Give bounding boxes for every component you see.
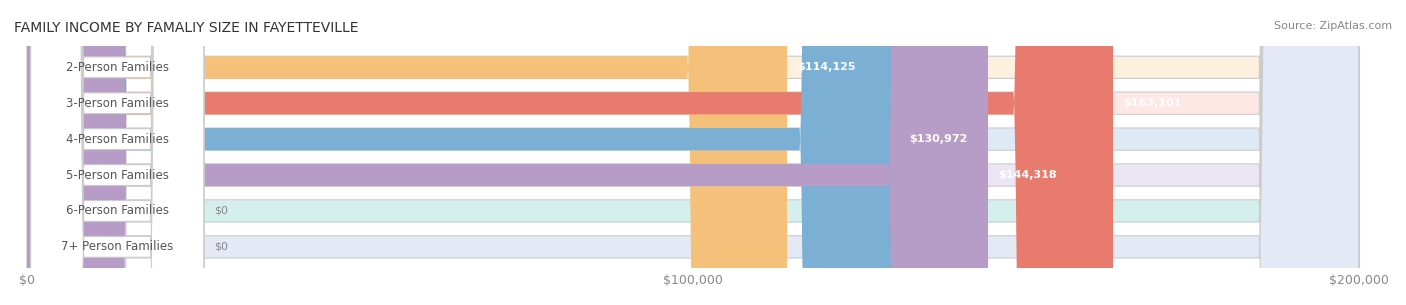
FancyBboxPatch shape — [27, 0, 787, 305]
FancyBboxPatch shape — [27, 0, 1358, 305]
Text: 4-Person Families: 4-Person Families — [66, 133, 169, 145]
Text: 6-Person Families: 6-Person Families — [66, 204, 169, 217]
Text: $0: $0 — [214, 242, 228, 252]
FancyBboxPatch shape — [27, 0, 1358, 305]
Text: $114,125: $114,125 — [797, 62, 855, 72]
Text: FAMILY INCOME BY FAMALIY SIZE IN FAYETTEVILLE: FAMILY INCOME BY FAMALIY SIZE IN FAYETTE… — [14, 21, 359, 35]
FancyBboxPatch shape — [27, 0, 1358, 305]
Text: 7+ Person Families: 7+ Person Families — [60, 240, 173, 253]
FancyBboxPatch shape — [31, 0, 204, 305]
FancyBboxPatch shape — [31, 0, 204, 305]
FancyBboxPatch shape — [27, 0, 900, 305]
Text: $144,318: $144,318 — [998, 170, 1057, 180]
Text: $130,972: $130,972 — [910, 134, 967, 144]
FancyBboxPatch shape — [27, 0, 1358, 305]
FancyBboxPatch shape — [27, 0, 1358, 305]
FancyBboxPatch shape — [31, 0, 204, 305]
Text: 5-Person Families: 5-Person Families — [66, 169, 169, 181]
FancyBboxPatch shape — [31, 0, 204, 305]
Text: 3-Person Families: 3-Person Families — [66, 97, 169, 110]
FancyBboxPatch shape — [31, 0, 204, 305]
Text: Source: ZipAtlas.com: Source: ZipAtlas.com — [1274, 21, 1392, 31]
Text: $0: $0 — [214, 206, 228, 216]
FancyBboxPatch shape — [27, 0, 1114, 305]
FancyBboxPatch shape — [27, 0, 988, 305]
FancyBboxPatch shape — [27, 0, 1358, 305]
Text: 2-Person Families: 2-Person Families — [66, 61, 169, 74]
FancyBboxPatch shape — [31, 0, 204, 305]
Text: $163,101: $163,101 — [1123, 98, 1181, 108]
